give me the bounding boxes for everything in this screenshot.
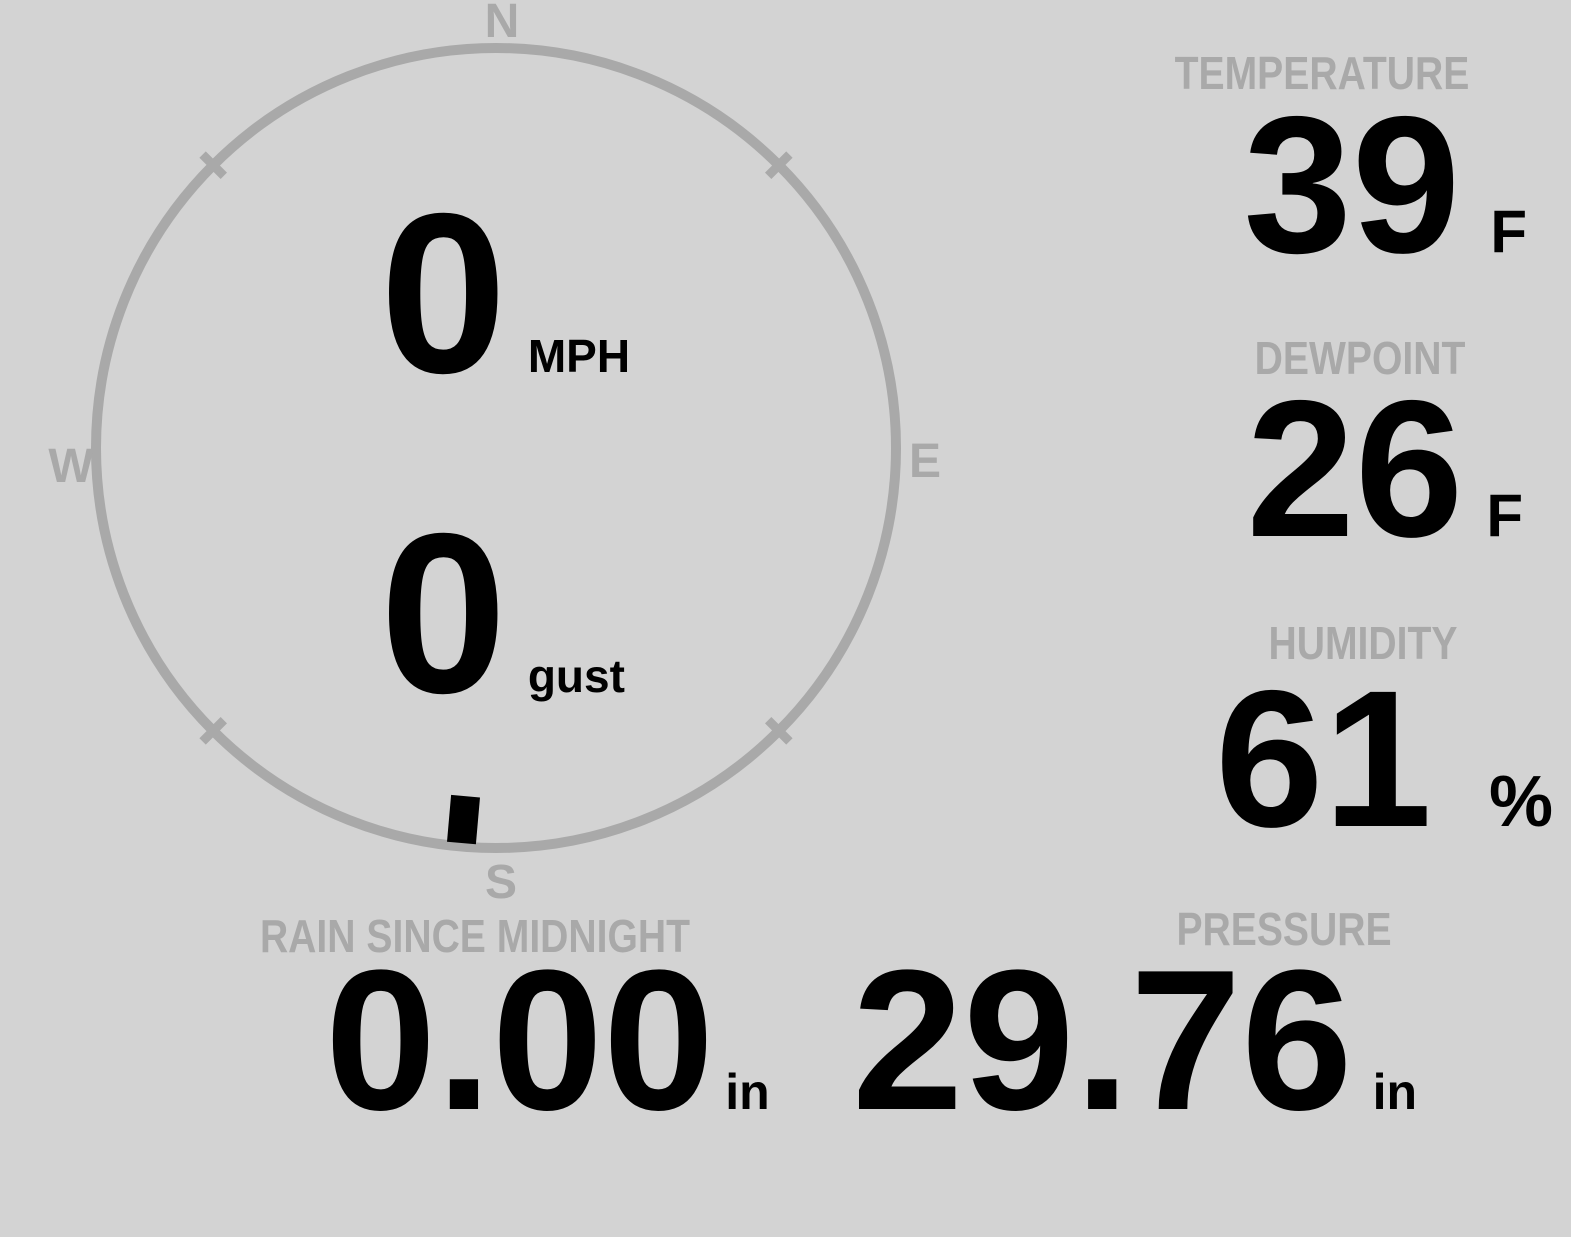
- wind-gust-unit: gust: [527, 650, 625, 702]
- rain-label: RAIN SINCE MIDNIGHT: [259, 910, 691, 962]
- wind-speed-row: 0 MPH: [380, 180, 630, 408]
- dewpoint-label: DEWPOINT: [1254, 332, 1466, 384]
- compass-label-east: E: [908, 435, 942, 488]
- pressure-value: 29.76: [852, 929, 1353, 1152]
- compass-label-west: W: [48, 440, 94, 493]
- compass-circle: [91, 43, 901, 853]
- temperature-unit: F: [1490, 198, 1527, 265]
- temperature-value-row: 39 F: [1243, 88, 1527, 283]
- humidity-label: HUMIDITY: [1268, 617, 1458, 669]
- wind-speed-value: 0: [380, 167, 507, 421]
- wind-gust-row: 0 gust: [380, 500, 625, 728]
- compass-tick-se: [765, 717, 793, 745]
- dewpoint-unit: F: [1486, 482, 1523, 549]
- compass-tick-ne: [765, 151, 793, 179]
- dewpoint-value: 26: [1246, 360, 1464, 578]
- humidity-value-row: 61 %: [1215, 662, 1553, 857]
- pressure-label: PRESSURE: [1176, 903, 1392, 955]
- compass-label-north: N: [484, 0, 520, 48]
- compass-label-south: S: [484, 856, 518, 909]
- rain-unit: in: [725, 1064, 770, 1120]
- compass-tick-nw: [199, 151, 227, 179]
- dewpoint-value-row: 26 F: [1246, 372, 1523, 567]
- pressure-unit: in: [1372, 1064, 1417, 1120]
- compass-tick-sw: [199, 717, 227, 745]
- rain-value-row: 0.00 in: [325, 941, 770, 1141]
- wind-speed-unit: MPH: [527, 330, 631, 382]
- humidity-unit: %: [1488, 762, 1553, 842]
- humidity-value: 61: [1215, 650, 1432, 868]
- wind-gust-value: 0: [380, 487, 507, 741]
- wind-gauge-panel: N E S W 0 MPH 0 gust: [48, 0, 942, 909]
- temperature-label: TEMPERATURE: [1174, 47, 1470, 99]
- wind-direction-marker: [447, 794, 480, 845]
- rain-value: 0.00: [325, 929, 715, 1152]
- compass-gauge: [91, 43, 901, 853]
- pressure-value-row: 29.76 in: [852, 941, 1417, 1141]
- temperature-value: 39: [1243, 76, 1461, 294]
